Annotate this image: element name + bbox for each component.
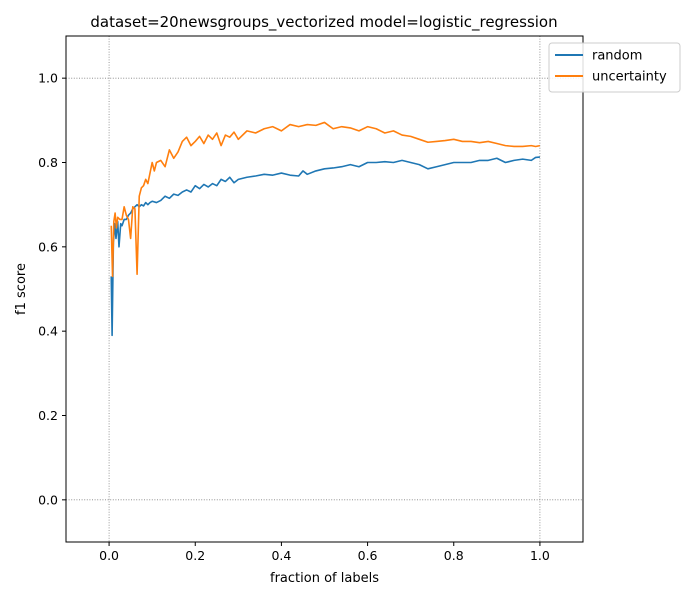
legend-label-random: random — [592, 49, 642, 64]
legend: random uncertainty — [548, 42, 681, 93]
series-line-uncertainty — [110, 121, 541, 278]
x-axis-ticks: 0.0 0.2 0.4 0.6 0.8 1.0 — [99, 542, 550, 563]
legend-label-uncertainty: uncertainty — [592, 70, 667, 85]
y-tick-label: 0.2 — [38, 408, 58, 423]
x-tick-label: 0.8 — [444, 548, 464, 563]
x-tick-label: 0.0 — [99, 548, 119, 563]
x-tick-label: 0.4 — [271, 548, 291, 563]
y-tick-label: 0.6 — [38, 239, 58, 254]
chart-title: dataset=20newsgroups_vectorized model=lo… — [90, 13, 557, 32]
x-tick-label: 1.0 — [530, 548, 550, 563]
y-tick-label: 0.4 — [38, 324, 58, 339]
y-tick-label: 0.0 — [38, 492, 58, 507]
x-tick-label: 0.6 — [358, 548, 378, 563]
x-tick-label: 0.2 — [185, 548, 205, 563]
series-layer — [110, 121, 541, 337]
x-axis-label: fraction of labels — [270, 571, 379, 586]
axes-frame — [65, 35, 584, 543]
y-tick-label: 1.0 — [38, 71, 58, 86]
y-axis-ticks: 0.0 0.2 0.4 0.6 0.8 1.0 — [38, 71, 66, 507]
y-axis-label: f1 score — [14, 263, 29, 315]
y-tick-label: 0.8 — [38, 155, 58, 170]
reference-lines — [66, 36, 583, 542]
